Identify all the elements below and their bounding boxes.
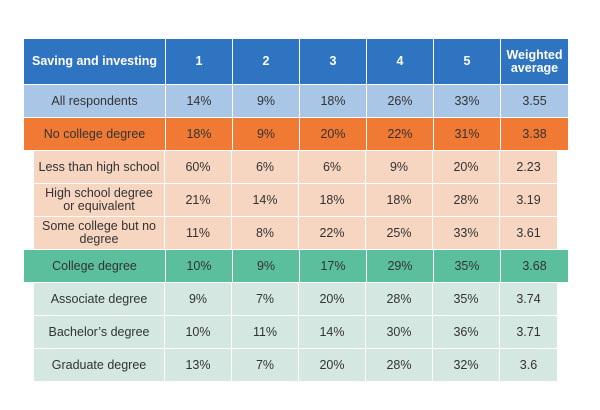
row-value: 14% bbox=[166, 85, 233, 118]
row-value: 28% bbox=[433, 184, 500, 217]
row-value: 18% bbox=[366, 184, 433, 217]
table-row: All respondents 14% 9% 18% 26% 33% 3.55 bbox=[24, 85, 568, 118]
row-value: 20% bbox=[299, 349, 366, 382]
row-value: 7% bbox=[232, 283, 299, 316]
row-value: 22% bbox=[299, 217, 366, 250]
row-value: 17% bbox=[300, 250, 367, 283]
table-row: Less than high school 60% 6% 6% 9% 20% 2… bbox=[34, 151, 557, 184]
row-average: 3.55 bbox=[501, 85, 568, 118]
row-value: 9% bbox=[233, 250, 300, 283]
row-value: 18% bbox=[166, 118, 233, 151]
header-label: Saving and investing bbox=[24, 39, 166, 85]
row-value: 22% bbox=[367, 118, 434, 151]
row-average: 3.19 bbox=[500, 184, 557, 217]
table-row: Some college but no degree 11% 8% 22% 25… bbox=[34, 217, 557, 250]
header-col-4: 4 bbox=[367, 39, 434, 85]
header-weighted-average: Weighted average bbox=[501, 39, 568, 85]
row-value: 14% bbox=[232, 184, 299, 217]
row-value: 20% bbox=[300, 118, 367, 151]
row-value: 35% bbox=[434, 250, 501, 283]
row-value: 20% bbox=[433, 151, 500, 184]
header-col-5: 5 bbox=[434, 39, 501, 85]
row-label: Some college but no degree bbox=[34, 217, 165, 250]
row-label: High school degree or equivalent bbox=[34, 184, 165, 217]
row-value: 6% bbox=[299, 151, 366, 184]
row-value: 10% bbox=[166, 250, 233, 283]
row-value: 35% bbox=[433, 283, 500, 316]
row-value: 9% bbox=[366, 151, 433, 184]
table-row: Bachelor’s degree 10% 11% 14% 30% 36% 3.… bbox=[34, 316, 557, 349]
survey-table: Saving and investing 1 2 3 4 5 Weighted … bbox=[24, 39, 568, 382]
row-value: 14% bbox=[299, 316, 366, 349]
table-header: Saving and investing 1 2 3 4 5 Weighted … bbox=[24, 39, 568, 85]
row-value: 18% bbox=[300, 85, 367, 118]
row-average: 3.61 bbox=[500, 217, 557, 250]
row-value: 11% bbox=[232, 316, 299, 349]
row-value: 20% bbox=[299, 283, 366, 316]
row-value: 30% bbox=[366, 316, 433, 349]
row-label: No college degree bbox=[24, 118, 166, 151]
row-average: 3.38 bbox=[501, 118, 568, 151]
row-value: 13% bbox=[165, 349, 232, 382]
row-value: 7% bbox=[232, 349, 299, 382]
row-value: 33% bbox=[433, 217, 500, 250]
row-value: 28% bbox=[366, 283, 433, 316]
header-col-1: 1 bbox=[166, 39, 233, 85]
row-label: Less than high school bbox=[34, 151, 165, 184]
row-label: College degree bbox=[24, 250, 166, 283]
table-row: High school degree or equivalent 21% 14%… bbox=[34, 184, 557, 217]
row-average: 3.74 bbox=[500, 283, 557, 316]
row-value: 28% bbox=[366, 349, 433, 382]
row-value: 6% bbox=[232, 151, 299, 184]
row-average: 3.68 bbox=[501, 250, 568, 283]
row-value: 60% bbox=[165, 151, 232, 184]
row-label: Bachelor’s degree bbox=[34, 316, 165, 349]
row-value: 32% bbox=[433, 349, 500, 382]
header-col-3: 3 bbox=[300, 39, 367, 85]
row-value: 18% bbox=[299, 184, 366, 217]
row-value: 29% bbox=[367, 250, 434, 283]
row-value: 21% bbox=[165, 184, 232, 217]
row-label: Associate degree bbox=[34, 283, 165, 316]
table-row: Graduate degree 13% 7% 20% 28% 32% 3.6 bbox=[34, 349, 557, 382]
table-row: No college degree 18% 9% 20% 22% 31% 3.3… bbox=[24, 118, 568, 151]
row-value: 9% bbox=[233, 118, 300, 151]
row-value: 9% bbox=[233, 85, 300, 118]
row-value: 9% bbox=[165, 283, 232, 316]
row-value: 25% bbox=[366, 217, 433, 250]
row-value: 8% bbox=[232, 217, 299, 250]
row-label: Graduate degree bbox=[34, 349, 165, 382]
row-average: 2.23 bbox=[500, 151, 557, 184]
row-average: 3.71 bbox=[500, 316, 557, 349]
table-row: College degree 10% 9% 17% 29% 35% 3.68 bbox=[24, 250, 568, 283]
row-value: 26% bbox=[367, 85, 434, 118]
row-value: 36% bbox=[433, 316, 500, 349]
row-value: 31% bbox=[434, 118, 501, 151]
row-value: 11% bbox=[165, 217, 232, 250]
table-row: Associate degree 9% 7% 20% 28% 35% 3.74 bbox=[34, 283, 557, 316]
row-value: 33% bbox=[434, 85, 501, 118]
row-label: All respondents bbox=[24, 85, 166, 118]
header-col-2: 2 bbox=[233, 39, 300, 85]
row-value: 10% bbox=[165, 316, 232, 349]
row-average: 3.6 bbox=[500, 349, 557, 382]
